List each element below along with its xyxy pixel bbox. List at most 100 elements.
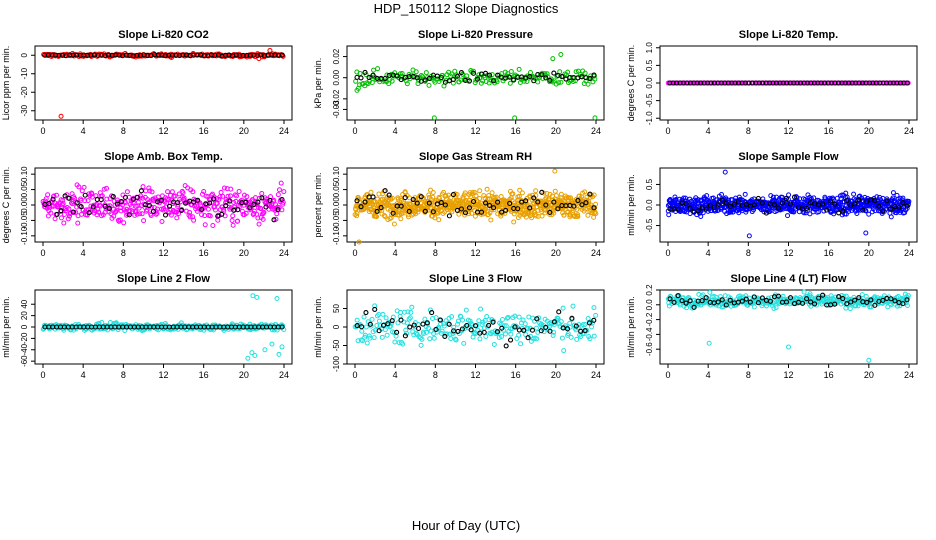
data-point [511, 323, 517, 329]
data-point [568, 195, 574, 201]
data-point [76, 184, 82, 190]
reference-point [507, 200, 513, 207]
reference-point [78, 204, 84, 210]
data-point [231, 204, 237, 210]
data-point [278, 180, 284, 186]
data-point [66, 213, 72, 219]
data-point [431, 335, 437, 341]
data-point [152, 195, 158, 201]
data-point [144, 207, 150, 213]
reference-point [420, 321, 426, 327]
reference-point [474, 76, 481, 82]
x-tick-label: 12 [783, 126, 793, 136]
figure-xlabel: Hour of Day (UTC) [412, 518, 520, 533]
data-point [587, 194, 593, 200]
data-point [199, 212, 205, 218]
data-point [573, 69, 579, 75]
data-point [422, 316, 428, 322]
data-point [561, 348, 567, 354]
reference-point [415, 325, 422, 332]
reference-point [402, 195, 408, 201]
reference-point [166, 203, 173, 209]
data-point [433, 315, 439, 321]
data-point [374, 323, 380, 329]
x-tick-label: 4 [393, 248, 398, 258]
reference-point [450, 192, 456, 198]
reference-point [853, 80, 859, 86]
reference-point [715, 201, 721, 208]
reference-point [422, 208, 428, 214]
data-point [533, 188, 539, 194]
x-tick-label: 8 [121, 126, 126, 136]
x-tick-label: 8 [746, 370, 751, 380]
reference-point [126, 212, 132, 218]
data-point [447, 331, 453, 337]
reference-point [543, 202, 549, 208]
outlier-point [356, 239, 362, 245]
data-point [371, 67, 377, 73]
data-point [130, 209, 136, 215]
y-tick-label: -20 [20, 86, 29, 98]
data-point [382, 327, 388, 333]
data-point [469, 210, 475, 216]
reference-point [675, 293, 681, 299]
x-tick-label: 16 [824, 370, 834, 380]
panel: Slope Gas Stream RH percent per min. 0 4 8 12… [313, 151, 605, 258]
reference-point [385, 321, 391, 327]
reference-point [535, 199, 541, 205]
data-point [582, 189, 588, 195]
data-point [489, 190, 495, 196]
data-point [585, 212, 591, 218]
outlier-point [269, 341, 275, 347]
data-point [449, 71, 455, 77]
data-point [523, 214, 529, 220]
reference-point [667, 296, 673, 302]
x-tick-label: 24 [591, 248, 601, 258]
x-tick-label: 12 [158, 370, 168, 380]
reference-point [138, 188, 144, 194]
data-point [210, 222, 216, 228]
reference-point [547, 328, 553, 334]
reference-point [736, 80, 742, 86]
reference-point [499, 325, 505, 331]
y-tick-label: 0 [332, 324, 341, 329]
x-tick-label: 8 [121, 248, 126, 258]
data-point [445, 320, 451, 326]
x-tick-label: 12 [470, 370, 480, 380]
data-point [472, 213, 478, 219]
reference-point [494, 329, 500, 335]
data-point [400, 210, 406, 216]
data-point [565, 69, 571, 75]
data-point [751, 304, 757, 310]
data-point [667, 293, 673, 299]
y-tick-label: -40 [20, 343, 29, 355]
y-tick-label: -0.2 [645, 312, 654, 326]
data-point [455, 321, 461, 327]
data-point [443, 193, 449, 199]
data-point [281, 189, 287, 195]
reference-point [852, 297, 858, 303]
y-tick-label: -10 [20, 67, 29, 79]
reference-point [122, 194, 128, 200]
reference-point [695, 208, 701, 214]
x-tick-label: 0 [40, 248, 45, 258]
data-point [357, 70, 363, 76]
reference-point [407, 324, 413, 330]
reference-point [525, 335, 531, 341]
data-point [455, 197, 461, 203]
data-point [477, 196, 483, 202]
reference-point [856, 295, 862, 301]
data-point [413, 69, 419, 75]
x-tick-label: 12 [470, 248, 480, 258]
x-tick-label: 0 [665, 370, 670, 380]
reference-point [876, 203, 882, 209]
reference-point [753, 80, 759, 86]
reference-point [828, 80, 835, 86]
reference-point [735, 199, 741, 205]
data-point [407, 315, 413, 321]
reference-point [382, 188, 388, 194]
data-point [453, 337, 459, 343]
data-point [60, 201, 66, 207]
data-point [181, 195, 187, 201]
data-point [383, 315, 389, 321]
